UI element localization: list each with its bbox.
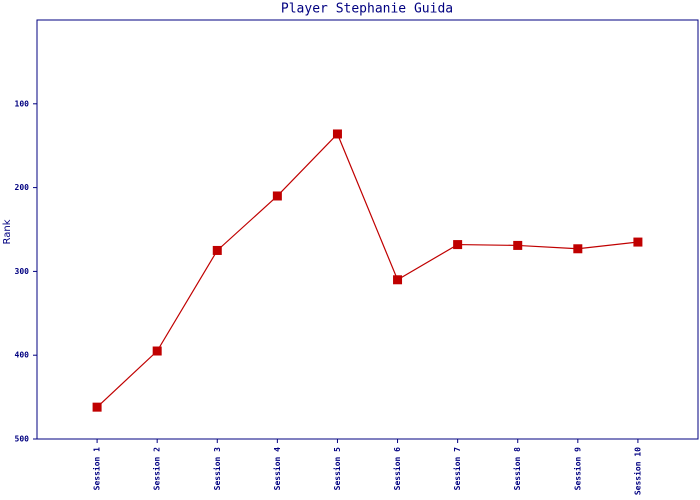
x-tick-label: Session 5 <box>332 447 342 491</box>
data-point <box>152 346 162 356</box>
x-tick-label: Session 7 <box>452 447 462 491</box>
x-tick-label: Session 4 <box>272 447 282 491</box>
x-tick-label: Session 1 <box>92 447 102 491</box>
data-point <box>212 245 222 255</box>
data-point <box>513 240 523 250</box>
y-tick-label: 200 <box>15 183 30 192</box>
data-point <box>92 402 102 412</box>
data-point <box>272 191 282 201</box>
x-tick-label: Session 3 <box>212 447 222 491</box>
y-tick-label: 400 <box>15 351 30 360</box>
y-tick-label: 300 <box>15 267 30 276</box>
x-tick-label: Session 6 <box>392 447 402 491</box>
chart-title: Player Stephanie Guida <box>281 2 453 17</box>
y-tick-label: 100 <box>15 99 30 108</box>
x-tick-label: Session 8 <box>512 447 522 491</box>
data-point <box>633 237 643 247</box>
data-line <box>96 132 638 408</box>
plot-frame <box>36 19 699 440</box>
x-tick-label: Session 10 <box>632 447 642 495</box>
data-point <box>393 275 403 285</box>
x-tick-label: Session 2 <box>152 447 162 491</box>
data-point <box>453 240 463 250</box>
data-point <box>332 129 342 139</box>
data-point <box>573 244 583 254</box>
y-tick-label: 500 <box>15 435 30 444</box>
x-tick-label: Session 9 <box>572 447 582 491</box>
y-axis-label: Rank <box>2 219 13 244</box>
